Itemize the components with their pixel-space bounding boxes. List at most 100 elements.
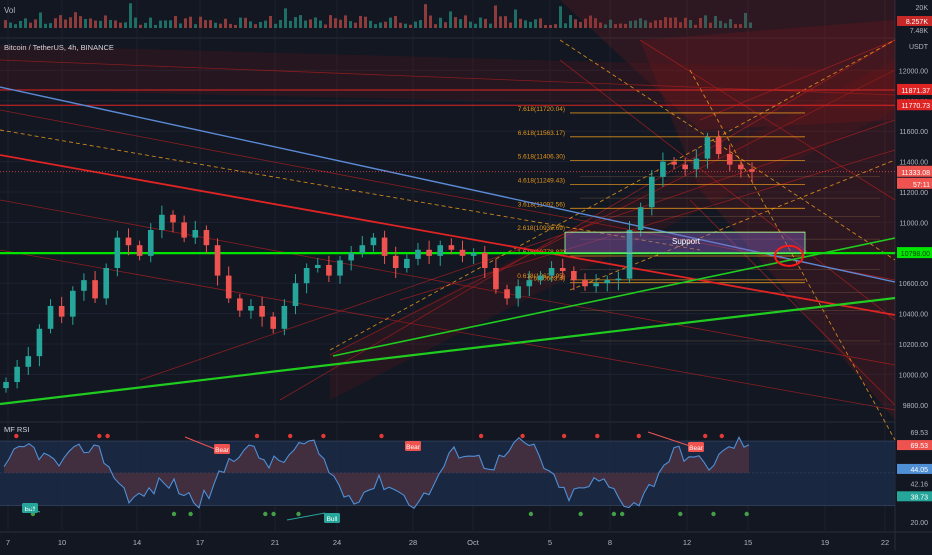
volume-bar: [214, 22, 217, 28]
candle: [682, 157, 688, 176]
price-tick-label: 11200.00: [899, 190, 928, 197]
volume-bar: [504, 16, 507, 28]
volume-bar: [189, 16, 192, 28]
volume-bar: [339, 19, 342, 28]
volume-bar: [619, 23, 622, 28]
candle: [136, 240, 143, 261]
price-badge: [897, 99, 932, 111]
candle: [281, 299, 288, 336]
candle: [270, 312, 277, 334]
divergence-line: [647, 431, 691, 447]
candles: [3, 130, 755, 393]
channel-band: [0, 45, 895, 110]
candle-body: [404, 258, 410, 268]
candle: [58, 296, 65, 324]
axes: Bitcoin / TetherUS, 4h, BINANCE 12000.00 1…: [0, 5, 932, 547]
price-badge-label: 11871.37: [901, 88, 930, 95]
rsi-top-dot: [636, 433, 641, 439]
fib-label: 6.618(11563.17): [518, 130, 565, 137]
volume-bar: [659, 20, 662, 28]
volume-bar: [479, 17, 482, 28]
rsi-top-dot: [97, 433, 102, 439]
signal-badge: [324, 513, 340, 523]
rsi-tick-label: 20.00: [910, 520, 928, 527]
volume-bar: [164, 20, 167, 28]
candle-body: [381, 237, 388, 256]
price-badge: [897, 165, 932, 177]
time-tick-label: 15: [744, 538, 752, 547]
candle: [248, 299, 254, 319]
volume-bar: [374, 24, 377, 28]
candle: [392, 246, 399, 279]
rsi-value-badge: [897, 491, 932, 502]
dashed-line: [0, 129, 701, 251]
volume-bar: [489, 23, 492, 28]
volume-bar: [274, 23, 277, 28]
volume-bar: [389, 17, 392, 28]
volume-bar: [44, 23, 47, 28]
volume-bar: [139, 24, 142, 28]
fib-label: 0.5(10603.4): [528, 276, 565, 283]
candle-body: [47, 306, 54, 329]
rsi-top-dot: [520, 433, 525, 439]
volume-bar: [14, 24, 17, 28]
signal-label: Bull: [327, 516, 338, 523]
candle-body: [159, 214, 165, 230]
price-tick-label: 12000.00: [899, 68, 928, 75]
volume-bar: [94, 20, 97, 28]
volume-bar: [239, 17, 242, 28]
support-zone: [564, 231, 806, 254]
channel-line: [139, 119, 896, 381]
volume-bar: [364, 16, 367, 28]
price-tick-label: 10200.00: [899, 342, 928, 349]
price-tick-label: 11000.00: [899, 220, 928, 227]
volume-bar: [449, 11, 452, 28]
rsi-bottom-dot: [678, 511, 683, 517]
candle-body: [259, 306, 265, 317]
volume-bar: [144, 22, 147, 28]
rsi-bottom-dot: [744, 511, 749, 517]
candle: [571, 266, 577, 291]
candle-body: [36, 328, 43, 357]
volume-bar: [639, 18, 642, 28]
volume-bar: [429, 15, 432, 28]
candle-body: [448, 245, 455, 250]
candle-body: [14, 366, 20, 382]
channel-line: [559, 59, 896, 321]
volume-bar: [404, 23, 407, 28]
price-badge-label: 11770.73: [901, 103, 930, 110]
time-tick-label: Oct: [467, 538, 480, 547]
price-tick-label: 10000.00: [899, 372, 928, 379]
candle: [749, 162, 755, 182]
volume-bar: [349, 21, 352, 28]
volume-bar: [294, 17, 297, 28]
dashed-line: [559, 39, 896, 261]
volume-bar: [249, 21, 252, 28]
volume-bar: [399, 22, 402, 28]
volume-bar: [709, 22, 712, 28]
rsi-value-badge: [897, 440, 932, 451]
candle: [704, 132, 711, 169]
volume-bar: [669, 17, 672, 28]
candle: [259, 296, 265, 327]
candle-body: [481, 252, 488, 268]
candle: [3, 377, 9, 393]
candle-body: [25, 356, 32, 367]
candle: [660, 152, 666, 187]
volume-bar: [689, 20, 692, 28]
candle: [481, 245, 488, 279]
candle: [437, 240, 444, 266]
volume-bar: [424, 4, 427, 29]
volume-bar: [219, 23, 222, 28]
candle: [648, 169, 655, 216]
volume-bar: [124, 22, 127, 28]
candle-body: [237, 298, 243, 311]
volume-bar: [204, 20, 207, 28]
volume-bar: [699, 17, 702, 28]
rsi-top-dot: [321, 433, 326, 439]
candle-body: [348, 252, 354, 261]
volume-bar: [309, 19, 312, 28]
signal-label: Bull: [25, 506, 36, 513]
candle-body: [749, 169, 755, 172]
